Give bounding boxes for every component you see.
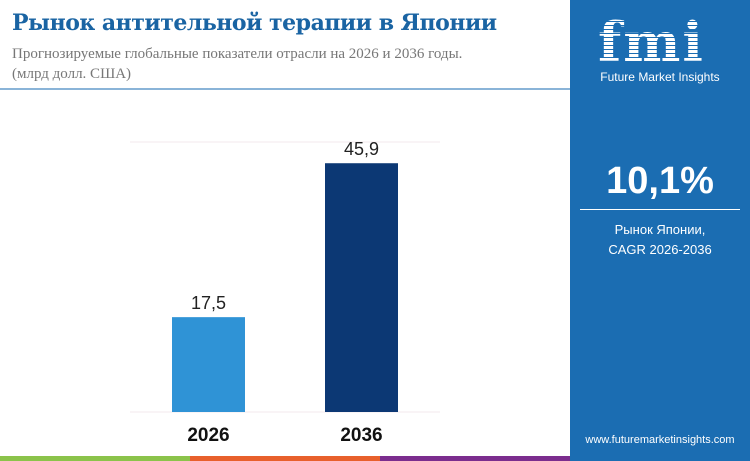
cagr-label-region: Рынок Японии, — [614, 222, 706, 237]
website-link[interactable]: www.futuremarketinsights.com — [585, 434, 735, 446]
chart-title: Рынок антительной терапии в Японии — [12, 10, 497, 36]
bar-chart: 17,5 2026 45,9 2036 — [130, 139, 440, 446]
data-label-2036: 45,9 — [344, 139, 379, 159]
cagr-value: 10,1% — [606, 160, 714, 202]
divider — [0, 88, 570, 90]
bar-2036 — [325, 163, 398, 412]
brand-name: Future Market Insights — [600, 70, 720, 84]
strip-orange — [190, 456, 380, 461]
cagr-label: Рынок Японии, CAGR 2026-2036 — [570, 220, 750, 260]
x-tick-label-2036: 2036 — [340, 425, 382, 446]
subtitle-text: Прогнозируемые глобальные показатели отр… — [12, 46, 463, 62]
cagr-label-period: CAGR 2026-2036 — [608, 242, 712, 257]
panel-divider — [580, 209, 740, 210]
data-label-2026: 17,5 — [191, 293, 226, 313]
x-tick-label-2026: 2026 — [187, 425, 229, 446]
bar-2026 — [172, 317, 245, 412]
strip-purple — [380, 456, 570, 461]
strip-green — [0, 456, 190, 461]
fmi-logo: fmi — [598, 10, 705, 74]
chart-subtitle: Прогнозируемые глобальные показатели отр… — [12, 44, 462, 84]
side-panel: fmi Future Market Insights 10,1% Рынок Я… — [570, 0, 750, 461]
unit-text: (млрд долл. США) — [12, 66, 132, 82]
